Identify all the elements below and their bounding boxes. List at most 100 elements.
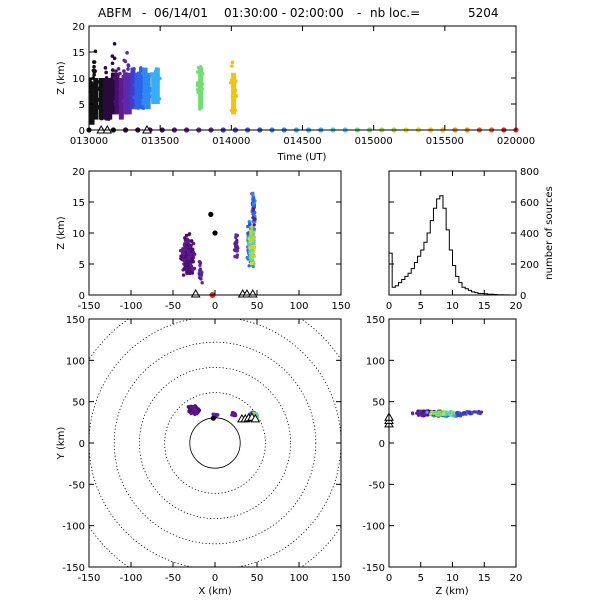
range-ring — [164, 392, 266, 494]
panel-plan-view: -150 -100 -50 0 50 100 150 -150 -100 -50 0 50 100 150… — [56, 315, 351, 597]
zy-source — [411, 412, 415, 416]
time-height-source-column — [126, 72, 132, 115]
xz-source — [235, 249, 239, 253]
xz-source — [252, 254, 256, 259]
xz-source — [233, 241, 238, 245]
zy-source — [432, 411, 436, 416]
x-tick-label: 5 — [418, 573, 424, 584]
time-height-source — [126, 63, 131, 67]
y-tick-label: 0 — [379, 439, 385, 450]
x-tick-label: 014500 — [283, 136, 321, 147]
plan-source — [189, 411, 193, 416]
time-height-source — [230, 60, 235, 65]
zy-projection-frame — [388, 318, 517, 568]
time-height-source — [92, 64, 96, 69]
xz-source — [251, 264, 255, 269]
xz-source — [185, 270, 189, 275]
plan-source — [197, 408, 202, 412]
xz-source — [253, 217, 257, 221]
range-ring — [89, 319, 341, 567]
time-height-source — [103, 66, 108, 70]
xz-source — [252, 223, 256, 227]
x-tick-label: 15 — [478, 573, 491, 584]
panel-zy-projection: 0 5 10 15 20 -150 -100 -50 0 50 100 150 Z (km) — [362, 315, 522, 597]
zy-source — [458, 413, 462, 417]
x-tick-label: -150 — [78, 301, 101, 312]
y-tick-label: -50 — [69, 480, 85, 491]
time-height-source — [112, 56, 117, 61]
x-tick-label: 50 — [251, 573, 264, 584]
x-tick-label: -50 — [165, 573, 181, 584]
x-tick-label: 020000 — [497, 136, 535, 147]
figure-title: ABFM - 06/14/01 01:30:00 - 02:00:00 - nb… — [98, 6, 499, 20]
station-triangle — [250, 413, 261, 423]
y-tick-label: 100 — [66, 356, 85, 367]
panel-time-height: 013000 013500 014000 014500 015000 015500 0200… — [56, 22, 535, 163]
zy-source — [448, 411, 452, 415]
x-tick-label: -50 — [165, 301, 181, 312]
xz-source — [250, 259, 254, 263]
y-tick-label: -150 — [362, 563, 385, 574]
xz-source — [251, 212, 255, 216]
zy-source — [444, 412, 449, 416]
xz-source — [186, 261, 190, 265]
plan-source — [232, 413, 236, 417]
xz-source — [250, 246, 255, 250]
xz-source — [198, 261, 203, 265]
zy-source — [415, 411, 419, 415]
zy-source — [425, 410, 429, 414]
title-separator-2: - — [357, 6, 361, 20]
xz-source — [249, 237, 254, 242]
histogram-data — [388, 195, 516, 296]
y-tick-label: 0 — [520, 291, 526, 302]
range-rings — [89, 319, 341, 567]
xz-isolated-source — [208, 211, 214, 217]
xz-source — [181, 273, 186, 277]
time-height-source — [116, 67, 121, 71]
y-tick-label: -100 — [62, 522, 85, 533]
x-tick-label: -100 — [120, 573, 143, 584]
time-height-source — [110, 54, 115, 58]
title-time-range: 01:30:00 - 02:00:00 — [224, 6, 344, 20]
time-height-source — [110, 68, 115, 72]
y-tick-label: -150 — [62, 563, 85, 574]
xz-source — [247, 264, 251, 268]
y-tick-label: 20 — [72, 22, 85, 33]
xz-source — [185, 243, 190, 247]
xz-source — [198, 267, 203, 271]
xz-source — [251, 191, 255, 196]
xz-source — [182, 248, 186, 252]
time-height-source — [122, 69, 126, 73]
time-height-source-column — [151, 72, 157, 104]
x-tick-label: 20 — [510, 301, 523, 312]
y-tick-label: 800 — [520, 167, 539, 178]
time-height-source — [104, 70, 108, 75]
xz-source — [234, 235, 238, 240]
y-tick-label: 5 — [79, 260, 85, 271]
y-tick-label: 200 — [520, 260, 539, 271]
y-tick-label: 600 — [520, 198, 539, 209]
time-height-source-column — [110, 72, 116, 115]
xz-source — [191, 268, 195, 272]
range-ring — [138, 366, 291, 519]
zy-projection-xlabel: Z (km) — [435, 586, 468, 597]
y-tick-label: 150 — [366, 315, 385, 326]
y-tick-label: 100 — [366, 356, 385, 367]
x-tick-label: 014000 — [212, 136, 250, 147]
time-height-source-column — [145, 72, 151, 110]
x-tick-label: -100 — [120, 301, 143, 312]
time-height-source-column — [198, 67, 204, 110]
time-height-source-column — [130, 67, 136, 110]
x-tick-label: 0 — [212, 301, 218, 312]
xz-source — [183, 236, 187, 240]
station-triangle — [190, 288, 201, 298]
y-tick-label: 400 — [520, 229, 539, 240]
zy-source — [442, 412, 446, 416]
zy-source — [452, 414, 456, 418]
xz-source — [178, 249, 183, 253]
x-tick-label: 0 — [212, 573, 218, 584]
y-tick-label: 50 — [372, 398, 385, 409]
xz-source — [235, 238, 239, 243]
